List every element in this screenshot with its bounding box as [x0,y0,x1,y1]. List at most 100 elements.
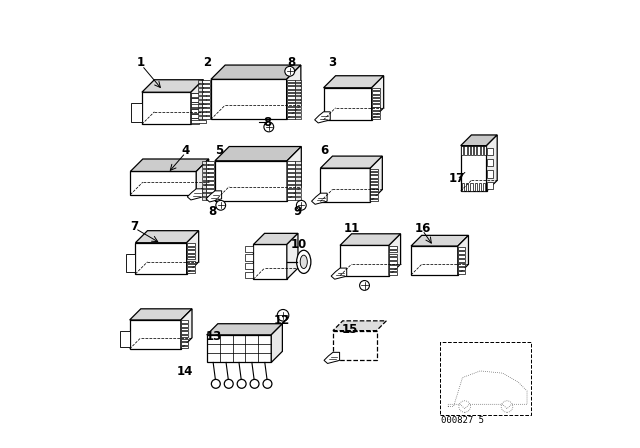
Circle shape [296,200,306,210]
Bar [372,108,380,110]
Polygon shape [253,245,287,279]
Bar [202,104,210,107]
Bar [287,161,295,164]
Bar [125,254,136,271]
Bar [287,116,294,119]
Bar [486,148,493,155]
Polygon shape [196,159,209,194]
Bar [206,185,214,188]
Circle shape [285,66,294,76]
Circle shape [216,200,226,210]
Bar [202,92,210,95]
Bar [294,90,301,92]
Bar [198,96,202,99]
Text: 6: 6 [321,144,328,157]
Polygon shape [207,324,282,335]
Bar [458,259,465,262]
Bar [287,86,294,89]
Bar [458,251,465,254]
Bar [287,198,295,200]
Bar [372,117,380,119]
Bar [458,263,465,266]
Bar [131,103,142,122]
Bar [181,342,188,345]
Bar [187,271,195,273]
Bar [287,83,294,86]
Polygon shape [188,189,203,200]
Bar [389,265,397,267]
Bar [198,84,202,87]
Bar [202,185,206,188]
Bar [202,96,210,99]
Bar [207,335,271,362]
Bar [191,114,205,118]
Bar [294,93,301,95]
Bar [206,198,214,200]
Circle shape [277,310,289,321]
Bar [287,194,295,196]
Bar [187,264,195,267]
Polygon shape [287,233,298,279]
Polygon shape [486,135,497,191]
Bar [202,116,210,119]
Polygon shape [340,234,401,246]
Bar [287,169,295,172]
Bar [191,93,199,95]
Bar [287,113,294,116]
Polygon shape [142,80,204,92]
Polygon shape [321,156,382,168]
Bar [479,183,481,191]
Bar [198,92,202,95]
Bar [465,146,467,155]
Bar [181,324,188,327]
Bar [245,263,253,269]
Bar [198,116,202,119]
Polygon shape [371,156,382,202]
Bar [371,172,378,174]
Bar [372,91,380,94]
Bar [202,112,210,115]
Circle shape [264,122,274,132]
Circle shape [237,379,246,388]
Polygon shape [372,76,383,120]
Bar [191,106,199,108]
Polygon shape [181,309,192,349]
Text: 10: 10 [291,238,307,251]
Bar [202,84,210,87]
Bar [191,93,205,97]
Bar [486,159,493,166]
Bar [287,110,294,112]
Text: 8: 8 [263,116,271,129]
Text: 1: 1 [137,56,145,69]
Polygon shape [136,243,187,274]
Bar [191,118,199,121]
Bar [120,331,130,347]
Polygon shape [331,268,347,279]
Polygon shape [389,234,401,276]
Bar [187,254,195,256]
Polygon shape [130,309,192,320]
Bar [202,169,206,172]
Bar [458,271,465,274]
Polygon shape [461,135,497,146]
Polygon shape [215,146,301,161]
Polygon shape [411,246,458,275]
Bar [187,261,195,263]
Text: 8: 8 [208,206,216,219]
Bar [371,185,378,188]
Bar [295,165,301,168]
Text: 2: 2 [204,56,211,69]
Bar [461,183,464,191]
Polygon shape [312,193,327,204]
Polygon shape [324,76,383,88]
Polygon shape [287,146,301,201]
Bar [287,80,294,82]
Bar [202,165,206,168]
Bar [295,181,301,184]
Polygon shape [321,168,371,202]
Text: 14: 14 [177,365,193,378]
Bar [287,107,294,109]
Circle shape [360,280,369,290]
Bar [191,109,199,111]
Bar [202,108,210,111]
